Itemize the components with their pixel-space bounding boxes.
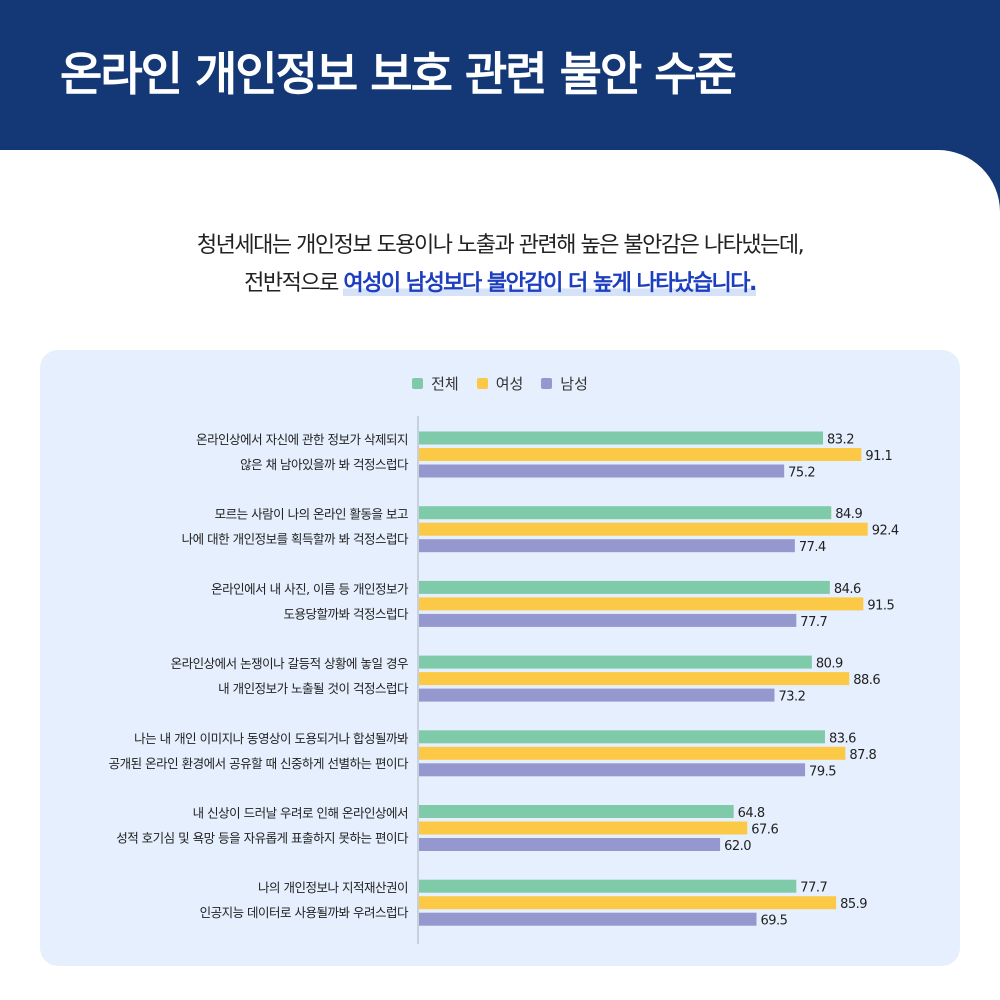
data-label: 75.2 [788, 466, 815, 481]
page-title: 온라인 개인정보 보호 관련 불안 수준 [60, 47, 737, 101]
data-label: 87.8 [849, 748, 876, 763]
category-label: 온라인에서 내 사진, 이름 등 개인정보가 [211, 581, 409, 596]
bar [419, 655, 812, 669]
category-label: 온라인상에서 자신에 관한 정보가 삭제되지 [196, 432, 408, 447]
category-label: 성적 호기심 및 욕망 등을 자유롭게 표출하지 못하는 편이다 [116, 831, 409, 846]
legend-swatch [412, 378, 424, 389]
data-label: 64.8 [738, 806, 765, 821]
legend-swatch [541, 378, 553, 389]
bar [419, 763, 806, 777]
data-label: 91.1 [865, 449, 892, 464]
category-label: 나는 내 개인 이미지나 동영상이 도용되거나 합성될까봐 [134, 731, 409, 746]
bar [419, 613, 797, 627]
bar [419, 539, 795, 553]
data-label: 80.9 [816, 657, 843, 672]
legend-item-total: 전체 [412, 373, 459, 394]
category-label: 않은 채 남아있을까 봐 걱정스럽다 [240, 457, 409, 472]
data-label: 92.4 [872, 524, 899, 539]
subtitle-line-2: 전반적으로 여성이 남성보다 불안감이 더 높게 나타났습니다. [0, 265, 1000, 297]
data-label: 73.2 [778, 690, 805, 705]
legend-label: 여성 [495, 375, 524, 393]
subtitle-prefix: 전반적으로 [244, 271, 344, 296]
category-label: 나에 대한 개인정보를 획득할까 봐 걱정스럽다 [182, 532, 409, 547]
data-label: 84.6 [834, 582, 861, 597]
bar [419, 580, 830, 594]
bar [419, 805, 734, 818]
bar [419, 672, 850, 686]
category-label: 도용당할까봐 걱정스럽다 [284, 606, 409, 621]
subtitle-line-1: 청년세대는 개인정보 도용이나 노출과 관련해 높은 불안감은 나타냈는데, [196, 233, 805, 258]
bar [419, 688, 775, 702]
bar [419, 597, 864, 611]
legend-label: 남성 [560, 375, 588, 393]
bar [419, 522, 868, 536]
legend-label: 전체 [431, 375, 459, 393]
category-label: 인공지능 데이터로 사용될까봐 우려스럽다 [200, 905, 409, 920]
bar [419, 896, 837, 910]
data-label: 79.5 [809, 764, 836, 779]
data-label: 91.5 [867, 598, 894, 613]
data-label: 77.7 [800, 881, 827, 896]
category-label: 내 개인정보가 노출될 것이 걱정스럽다 [218, 681, 409, 696]
data-label: 85.9 [840, 897, 867, 912]
subtitle-highlight: 여성이 남성보다 불안감이 더 높게 나타났습니다. [343, 271, 757, 296]
data-label: 77.7 [800, 615, 827, 630]
bar [419, 746, 846, 760]
bar [419, 912, 757, 926]
category-label: 모르는 사람이 나의 온라인 활동을 보고 [215, 507, 408, 522]
category-label: 온라인상에서 논쟁이나 갈등적 상황에 놓일 경우 [171, 656, 408, 671]
category-label: 공개된 온라인 환경에서 공유할 때 신중하게 선별하는 편이다 [109, 756, 409, 771]
bar [419, 464, 785, 478]
data-label: 77.4 [799, 540, 826, 555]
data-label: 83.2 [827, 433, 854, 448]
bar [419, 431, 824, 445]
data-label: 84.9 [835, 507, 862, 522]
data-label: 67.6 [751, 823, 778, 838]
bar [419, 879, 797, 893]
bar [419, 506, 832, 520]
data-label: 62.0 [724, 839, 751, 854]
chart-legend: 전체 여성 남성 [0, 373, 1000, 394]
data-label: 88.6 [853, 673, 880, 688]
category-label: 나의 개인정보나 지적재산권이 [258, 880, 408, 895]
data-label: 69.5 [760, 914, 787, 929]
category-label: 내 신상이 드러날 우려로 인해 온라인상에서 [193, 806, 408, 821]
legend-item-male: 남성 [541, 373, 588, 394]
bar [419, 821, 748, 835]
data-label: 83.6 [829, 731, 856, 746]
legend-swatch [476, 378, 488, 389]
bar [419, 448, 862, 461]
bar [419, 838, 721, 851]
bar [419, 730, 825, 744]
legend-item-female: 여성 [476, 373, 524, 394]
